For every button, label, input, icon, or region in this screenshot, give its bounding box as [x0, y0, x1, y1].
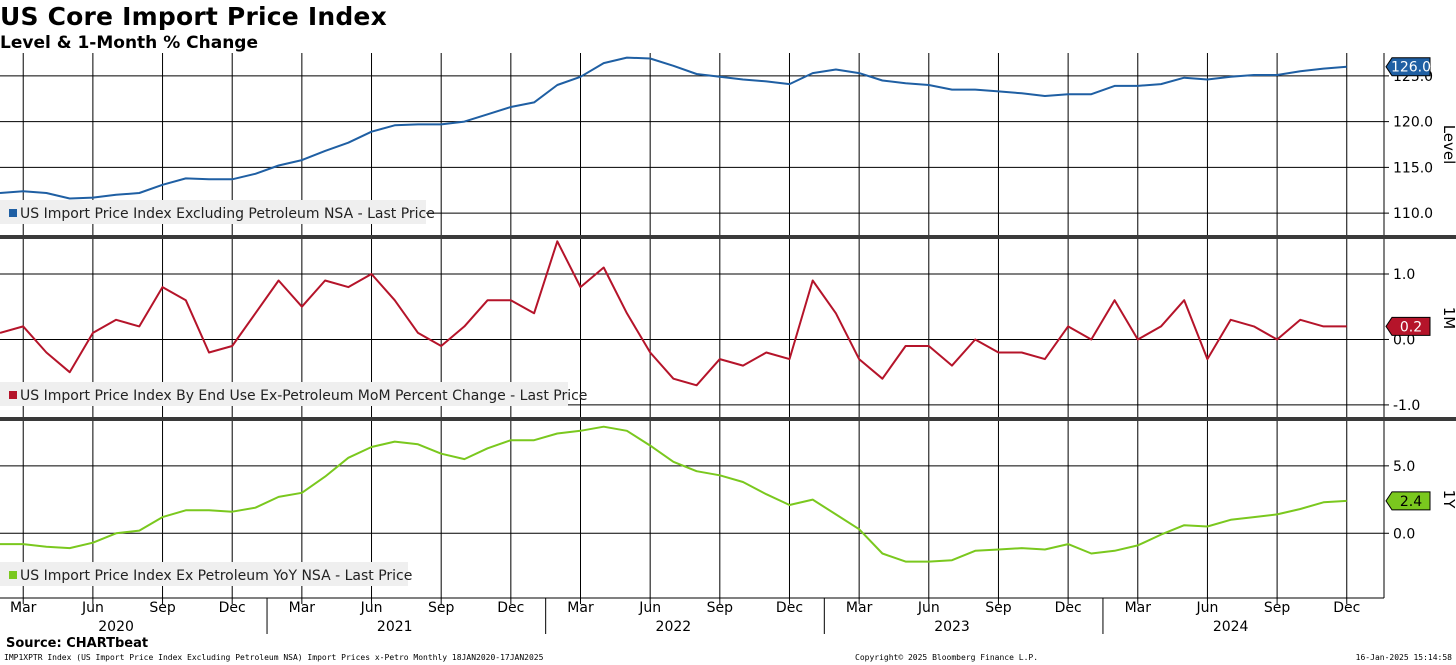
- chart-title: US Core Import Price Index: [0, 2, 387, 31]
- last-value-tag: [1385, 491, 1431, 511]
- x-month-label: Sep: [149, 600, 176, 616]
- last-value-label: 126.0: [1391, 60, 1431, 76]
- legend-label: US Import Price Index By End Use Ex-Petr…: [20, 388, 587, 404]
- x-month-label: Mar: [1125, 600, 1152, 616]
- x-month-label: Mar: [289, 600, 316, 616]
- series-layer: [0, 56, 1347, 563]
- series-line-1y: [0, 425, 1347, 563]
- x-month-label: Jun: [1196, 600, 1219, 616]
- x-month-label: Dec: [776, 600, 803, 616]
- legend-box: [0, 382, 568, 406]
- last-value-tag: [1385, 57, 1431, 77]
- x-month-label: Dec: [1333, 600, 1360, 616]
- x-year-label: 2020: [98, 619, 134, 635]
- x-month-label: Sep: [707, 600, 734, 616]
- legend-swatch: [9, 571, 17, 579]
- footer-timestamp: 16-Jan-2025 15:14:58: [1355, 653, 1452, 662]
- y-tick-label: 0.0: [1393, 332, 1415, 348]
- y-tick-label: -1.0: [1393, 398, 1420, 414]
- y-tick-label: 5.0: [1393, 459, 1415, 475]
- source-note: Source: CHARTbeat: [6, 636, 149, 651]
- x-month-label: Mar: [567, 600, 594, 616]
- frame-layer: [0, 53, 1456, 634]
- x-month-label: Sep: [985, 600, 1012, 616]
- panel-separator: [0, 417, 1456, 421]
- last-value-label: 0.2: [1400, 319, 1422, 335]
- x-month-label: Jun: [917, 600, 940, 616]
- series-line-level: [0, 56, 1347, 200]
- panel-separator: [0, 235, 1456, 239]
- x-month-label: Jun: [638, 600, 661, 616]
- last-value-label: 2.4: [1400, 494, 1422, 510]
- legend-swatch: [9, 209, 17, 217]
- x-month-label: Jun: [360, 600, 383, 616]
- grid-layer: [0, 53, 1384, 598]
- x-year-label: 2021: [377, 619, 413, 635]
- x-year-label: 2023: [934, 619, 970, 635]
- y-tick-label: 120.0: [1393, 115, 1433, 131]
- footer-ticker-description: IMP1XPTR Index (US Import Price Index Ex…: [4, 653, 544, 662]
- x-month-label: Sep: [428, 600, 455, 616]
- y-tick-label: 110.0: [1393, 206, 1433, 222]
- legend-swatch: [9, 391, 17, 399]
- y-tick-label: 0.0: [1393, 526, 1415, 542]
- last-value-tag: [1385, 316, 1431, 336]
- legend-label: US Import Price Index Ex Petroleum YoY N…: [20, 568, 412, 584]
- legend-label: US Import Price Index Excluding Petroleu…: [20, 206, 435, 222]
- y-tick-label: 1.0: [1393, 267, 1415, 283]
- x-month-label: Sep: [1264, 600, 1291, 616]
- x-month-label: Mar: [846, 600, 873, 616]
- panel-label: Level: [1440, 125, 1456, 165]
- x-month-label: Dec: [219, 600, 246, 616]
- footer-copyright: Copyright© 2025 Bloomberg Finance L.P.: [855, 653, 1039, 662]
- x-year-label: 2024: [1213, 619, 1249, 635]
- panel-label: 1Y: [1440, 490, 1456, 510]
- legend-box: [0, 562, 408, 586]
- panel-label: 1M: [1440, 307, 1456, 330]
- x-month-label: Mar: [10, 600, 37, 616]
- x-month-label: Dec: [1055, 600, 1082, 616]
- y-tick-label: 115.0: [1393, 160, 1433, 176]
- x-month-label: Jun: [81, 600, 104, 616]
- x-year-label: 2022: [656, 619, 692, 635]
- x-month-label: Dec: [497, 600, 524, 616]
- legend-box: [0, 200, 426, 224]
- chart-subtitle: Level & 1-Month % Change: [0, 33, 258, 53]
- series-line-1m: [0, 240, 1347, 387]
